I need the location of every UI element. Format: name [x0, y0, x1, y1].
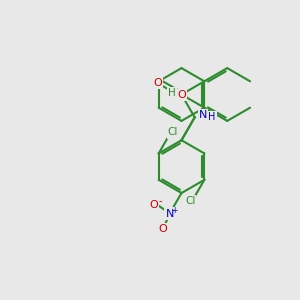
Text: H: H	[168, 88, 176, 98]
Text: N: N	[199, 110, 207, 120]
Text: N: N	[165, 208, 174, 219]
Text: O: O	[149, 200, 158, 210]
Text: Cl: Cl	[168, 128, 178, 137]
Text: H: H	[208, 112, 216, 122]
Text: +: +	[171, 206, 177, 214]
Text: O: O	[153, 78, 162, 88]
Text: Cl: Cl	[185, 196, 195, 206]
Text: O: O	[177, 90, 186, 100]
Text: O: O	[158, 224, 167, 234]
Text: -: -	[158, 196, 162, 206]
